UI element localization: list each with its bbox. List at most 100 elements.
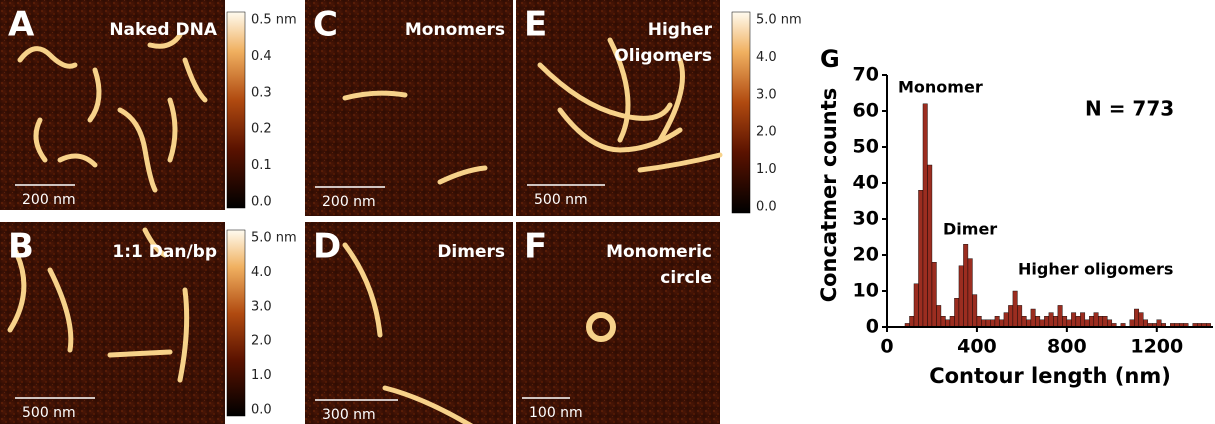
histogram-bar <box>1031 309 1035 327</box>
histogram-bar <box>1094 313 1098 327</box>
histogram-bar <box>990 320 994 327</box>
panel-title: 1:1 Dan/bp <box>112 242 217 262</box>
colorbar-label: 1.0 <box>251 368 272 383</box>
histogram-bar <box>959 266 963 327</box>
y-tick-label: 30 <box>853 208 879 230</box>
histogram-bar <box>995 316 999 327</box>
histogram-bar <box>918 190 922 327</box>
colorbar-label: 0.2 <box>251 122 272 137</box>
annotation: Monomer <box>898 78 983 97</box>
histogram-bar <box>927 165 931 327</box>
scale-bar-label: 500 nm <box>534 192 588 208</box>
x-tick-label: 0 <box>880 336 893 358</box>
histogram-bar <box>941 316 945 327</box>
colorbar-label: 0.1 <box>251 158 272 173</box>
histogram-bar <box>1008 305 1012 327</box>
colorbar-label: 0.0 <box>251 195 272 210</box>
histogram-bar <box>1107 320 1111 327</box>
histogram-bar <box>1053 316 1057 327</box>
colorbar-label: 3.0 <box>756 87 777 102</box>
scale-bar-label: 200 nm <box>22 192 76 208</box>
histogram-bar <box>1134 309 1138 327</box>
histogram-bar <box>954 298 958 327</box>
histogram-bar <box>1013 291 1017 327</box>
histogram-bar <box>1017 305 1021 327</box>
y-tick-label: 10 <box>853 280 879 302</box>
colorbar-label: 1.0 <box>756 162 777 177</box>
x-tick-label: 800 <box>1047 336 1087 358</box>
histogram-bar <box>950 316 954 327</box>
histogram-bar <box>923 104 927 327</box>
histogram-bar <box>1040 320 1044 327</box>
colorbar <box>227 230 245 416</box>
y-tick-label: 20 <box>853 244 879 266</box>
panel-letter: C <box>313 5 338 45</box>
afm-panel: CMonomers200 nm <box>305 0 513 216</box>
colorbar-label: 4.0 <box>756 50 777 65</box>
y-tick-label: 0 <box>866 316 879 338</box>
panel-title: Higher <box>648 20 713 40</box>
panel-title: circle <box>660 268 712 288</box>
y-axis-label: Concatmer counts <box>817 88 841 303</box>
y-tick-label: 40 <box>853 172 879 194</box>
histogram-bar <box>909 316 913 327</box>
histogram-bar <box>1026 320 1030 327</box>
histogram-bar <box>1080 313 1084 327</box>
histogram-bar <box>945 320 949 327</box>
colorbar-label: 4.0 <box>251 265 272 280</box>
histogram-bar <box>963 244 967 327</box>
figure: A Naked DNA 200 nm B 1:1 Dan/bp 500 nm C Monome… <box>0 0 1215 424</box>
histogram-bar <box>1062 316 1066 327</box>
histogram-bar <box>1035 316 1039 327</box>
scale-bar-label: 300 nm <box>322 407 376 423</box>
dna-strand <box>110 352 170 355</box>
colorbar-label: 0.4 <box>251 49 272 64</box>
histogram-bar <box>1058 305 1062 327</box>
y-tick-label: 60 <box>853 100 879 122</box>
y-tick-label: 70 <box>853 64 879 86</box>
scale-bar-label: 100 nm <box>529 405 583 421</box>
histogram-bar <box>972 295 976 327</box>
histogram-bar <box>1071 313 1075 327</box>
panel-title: Oligomers <box>614 46 712 66</box>
y-tick-label: 50 <box>853 136 879 158</box>
histogram-bar <box>968 259 972 327</box>
histogram-bar <box>932 262 936 327</box>
colorbar-label: 0.3 <box>251 85 272 100</box>
histogram-bar <box>1044 316 1048 327</box>
afm-panel: F Monomeric circle 100 nm <box>516 222 720 424</box>
afm-panel: B1:1 Dan/bp500 nm <box>0 222 225 424</box>
histogram-bar <box>1157 320 1161 327</box>
histogram-bar <box>1139 313 1143 327</box>
colorbar-label: 0.5 nm <box>251 13 297 28</box>
annotation: Higher oligomers <box>1018 260 1173 279</box>
colorbar-label: 5.0 nm <box>251 231 297 246</box>
colorbar-label: 2.0 <box>251 334 272 349</box>
colorbar <box>732 12 750 213</box>
panel-letter: B <box>8 227 34 267</box>
x-axis-label: Contour length (nm) <box>929 364 1171 388</box>
panel-title: Monomeric <box>606 242 712 262</box>
histogram-bar <box>1143 320 1147 327</box>
panel-title: Naked DNA <box>109 20 218 40</box>
histogram-bar <box>1022 316 1026 327</box>
x-tick-label: 400 <box>957 336 997 358</box>
panel-letter: F <box>524 227 547 267</box>
histogram-bar <box>1098 316 1102 327</box>
panel-letter: E <box>524 5 547 45</box>
panel-letter: A <box>8 5 35 45</box>
panel-letter: D <box>313 227 341 267</box>
histogram-bar <box>914 284 918 327</box>
panel-title: Monomers <box>405 20 505 40</box>
afm-panel: E Higher Oligomers 500 nm <box>516 0 720 216</box>
histogram-bar <box>1130 320 1134 327</box>
colorbar-label: 2.0 <box>756 125 777 140</box>
colorbar-label: 5.0 nm <box>756 13 802 28</box>
histogram-bar <box>999 320 1003 327</box>
histogram-bar <box>981 320 985 327</box>
colorbar-label: 0.0 <box>756 200 777 215</box>
afm-panel: A Naked DNA 200 nm <box>0 0 225 210</box>
histogram-bar <box>1004 313 1008 327</box>
histogram-bar <box>1067 320 1071 327</box>
